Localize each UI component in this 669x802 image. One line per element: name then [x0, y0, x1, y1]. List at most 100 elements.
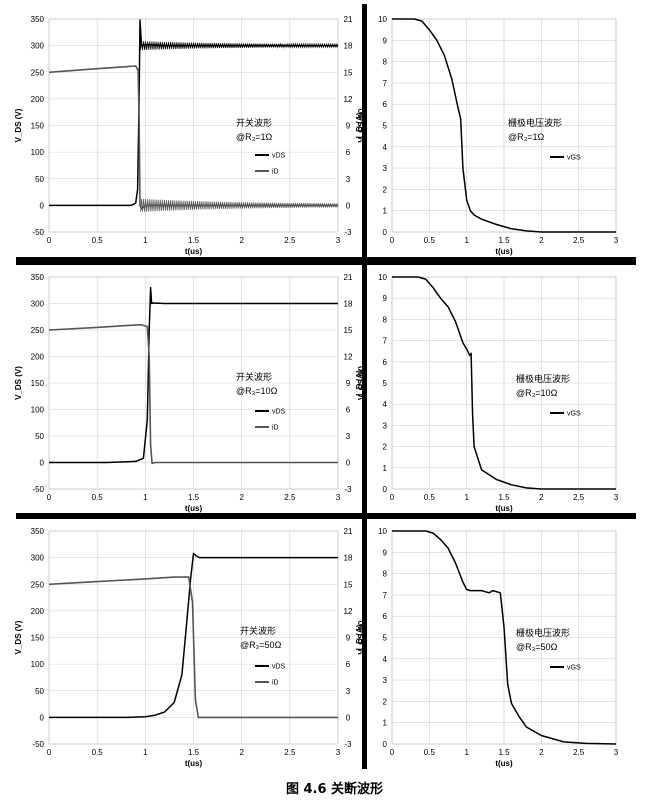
x-tick-label: 0 — [47, 493, 52, 502]
y2-tick-label: 3 — [346, 432, 351, 441]
chart-panel-1: 0 0.5 1 1.5 2 2.5 3-50050100150200250300350-30… — [14, 15, 364, 256]
x-tick-label: 1.5 — [498, 236, 510, 245]
y2-tick-label: 0 — [346, 459, 351, 468]
x-tick-label: 2 — [239, 236, 244, 245]
annotation-condition: @R₃=10Ω — [516, 388, 558, 398]
y-tick-label: 7 — [383, 591, 388, 600]
legend-label-iD: iD — [272, 680, 279, 687]
y-axis-label: V_GS (V) — [357, 108, 366, 143]
chart-panel-5: 0 0.5 1 1.5 2 2.5 3-50050100150200250300350-30… — [14, 527, 364, 768]
chart-panel-2: 0 0.5 1 1.5 2 2.5 3 0 1 2 3 4 5 6 7 8 9 10 t(us) V_GS (V) 栅极… — [357, 15, 619, 256]
y-tick-label: 100 — [31, 660, 45, 669]
x-axis-label: t(us) — [495, 504, 513, 513]
y-tick-label: 1 — [383, 464, 388, 473]
y-tick-label: 50 — [35, 432, 44, 441]
x-tick-label: 2.5 — [284, 236, 296, 245]
y-tick-label: 6 — [383, 612, 388, 621]
y-tick-label: 0 — [383, 485, 388, 494]
y-tick-label: 4 — [383, 400, 388, 409]
y-tick-label: 6 — [383, 100, 388, 109]
x-axis-label: t(us) — [495, 247, 513, 256]
x-tick-label: 1.5 — [188, 748, 200, 757]
y2-axis-label: I_D (A) — [355, 370, 364, 396]
y-tick-label: 200 — [31, 95, 45, 104]
x-tick-label: 0 — [47, 748, 52, 757]
x-tick-label: 3 — [336, 493, 341, 502]
chart-panel-4: 0 0.5 1 1.5 2 2.5 3 0 1 2 3 4 5 6 7 8 9 10 t(us) V_GS (V) 栅极… — [357, 273, 619, 513]
y-tick-label: 3 — [383, 676, 388, 685]
y-tick-label: 150 — [31, 634, 45, 643]
chart-panel-3: 0 0.5 1 1.5 2 2.5 3-50050100150200250300350-30… — [14, 273, 364, 513]
x-tick-label: 1.5 — [498, 493, 510, 502]
y-tick-label: 0 — [383, 740, 388, 749]
y2-tick-label: 18 — [344, 554, 353, 563]
y-tick-label: 10 — [378, 527, 387, 536]
x-tick-label: 2.5 — [284, 748, 296, 757]
annotation-condition: @R₃=1Ω — [508, 132, 545, 142]
x-tick-label: 2 — [539, 748, 544, 757]
x-tick-label: 0 — [390, 748, 395, 757]
x-tick-label: 0 — [47, 236, 52, 245]
y2-tick-label: 9 — [346, 634, 351, 643]
x-tick-label: 1.5 — [188, 236, 200, 245]
y2-tick-label: 0 — [346, 201, 351, 210]
x-tick-label: 3 — [336, 236, 341, 245]
annotation-condition: @R₃=10Ω — [236, 386, 278, 396]
y-axis-label: V_DS (V) — [14, 620, 23, 654]
y-tick-label: 5 — [383, 634, 388, 643]
series-line-vGS — [392, 276, 616, 490]
y2-tick-label: -3 — [344, 228, 352, 237]
x-tick-label: 0.5 — [424, 493, 436, 502]
x-tick-label: 2 — [539, 493, 544, 502]
x-tick-label: 1 — [464, 236, 469, 245]
y-tick-label: 150 — [31, 122, 45, 131]
y2-tick-label: 6 — [346, 148, 351, 157]
y2-tick-label: 3 — [346, 175, 351, 184]
y-tick-label: -50 — [32, 740, 44, 749]
y-tick-label: 4 — [383, 143, 388, 152]
x-tick-label: 2 — [239, 493, 244, 502]
y2-tick-label: -3 — [344, 740, 352, 749]
y2-tick-label: 21 — [344, 527, 353, 536]
x-tick-label: 0.5 — [92, 748, 104, 757]
y-tick-label: 0 — [40, 459, 45, 468]
annotation-title: 开关波形 — [240, 625, 276, 636]
annotation-title: 栅极电压波形 — [516, 627, 570, 638]
x-tick-label: 2.5 — [573, 748, 585, 757]
x-tick-label: 0 — [390, 493, 395, 502]
y-tick-label: 250 — [31, 326, 45, 335]
ringing-vDS — [140, 41, 339, 51]
y2-tick-label: 15 — [344, 68, 353, 77]
legend-label-vDS: vDS — [272, 409, 286, 416]
x-tick-label: 3 — [614, 236, 619, 245]
y-tick-label: 5 — [383, 379, 388, 388]
x-axis-label: t(us) — [185, 504, 203, 513]
y-tick-label: 50 — [35, 175, 44, 184]
chart-panel-6: 0 0.5 1 1.5 2 2.5 3 0 1 2 3 4 5 6 7 8 9 10 t(us) V_GS (V) 栅极… — [357, 527, 619, 768]
y2-tick-label: 9 — [346, 379, 351, 388]
y2-tick-label: 18 — [344, 42, 353, 51]
y-tick-label: 50 — [35, 687, 44, 696]
x-tick-label: 3 — [614, 748, 619, 757]
x-tick-label: 3 — [614, 493, 619, 502]
x-tick-label: 1 — [464, 493, 469, 502]
y2-tick-label: 18 — [344, 300, 353, 309]
x-tick-label: 0.5 — [92, 236, 104, 245]
y-tick-label: 100 — [31, 406, 45, 415]
legend-label-vDS: vDS — [272, 664, 286, 671]
x-tick-label: 1 — [143, 236, 148, 245]
annotation-title: 开关波形 — [236, 371, 272, 382]
y-tick-label: 250 — [31, 68, 45, 77]
legend-label-vGS: vGS — [567, 411, 581, 418]
y-tick-label: -50 — [32, 228, 44, 237]
legend-label-iD: iD — [272, 425, 279, 432]
annotation-condition: @R₃=1Ω — [236, 132, 273, 142]
y-tick-label: 100 — [31, 148, 45, 157]
x-tick-label: 3 — [336, 748, 341, 757]
y-tick-label: 0 — [40, 713, 45, 722]
y-tick-label: 4 — [383, 655, 388, 664]
figure-caption: 图 4.6 关断波形 — [285, 782, 384, 797]
x-tick-label: 0.5 — [92, 493, 104, 502]
y2-tick-label: 15 — [344, 326, 353, 335]
